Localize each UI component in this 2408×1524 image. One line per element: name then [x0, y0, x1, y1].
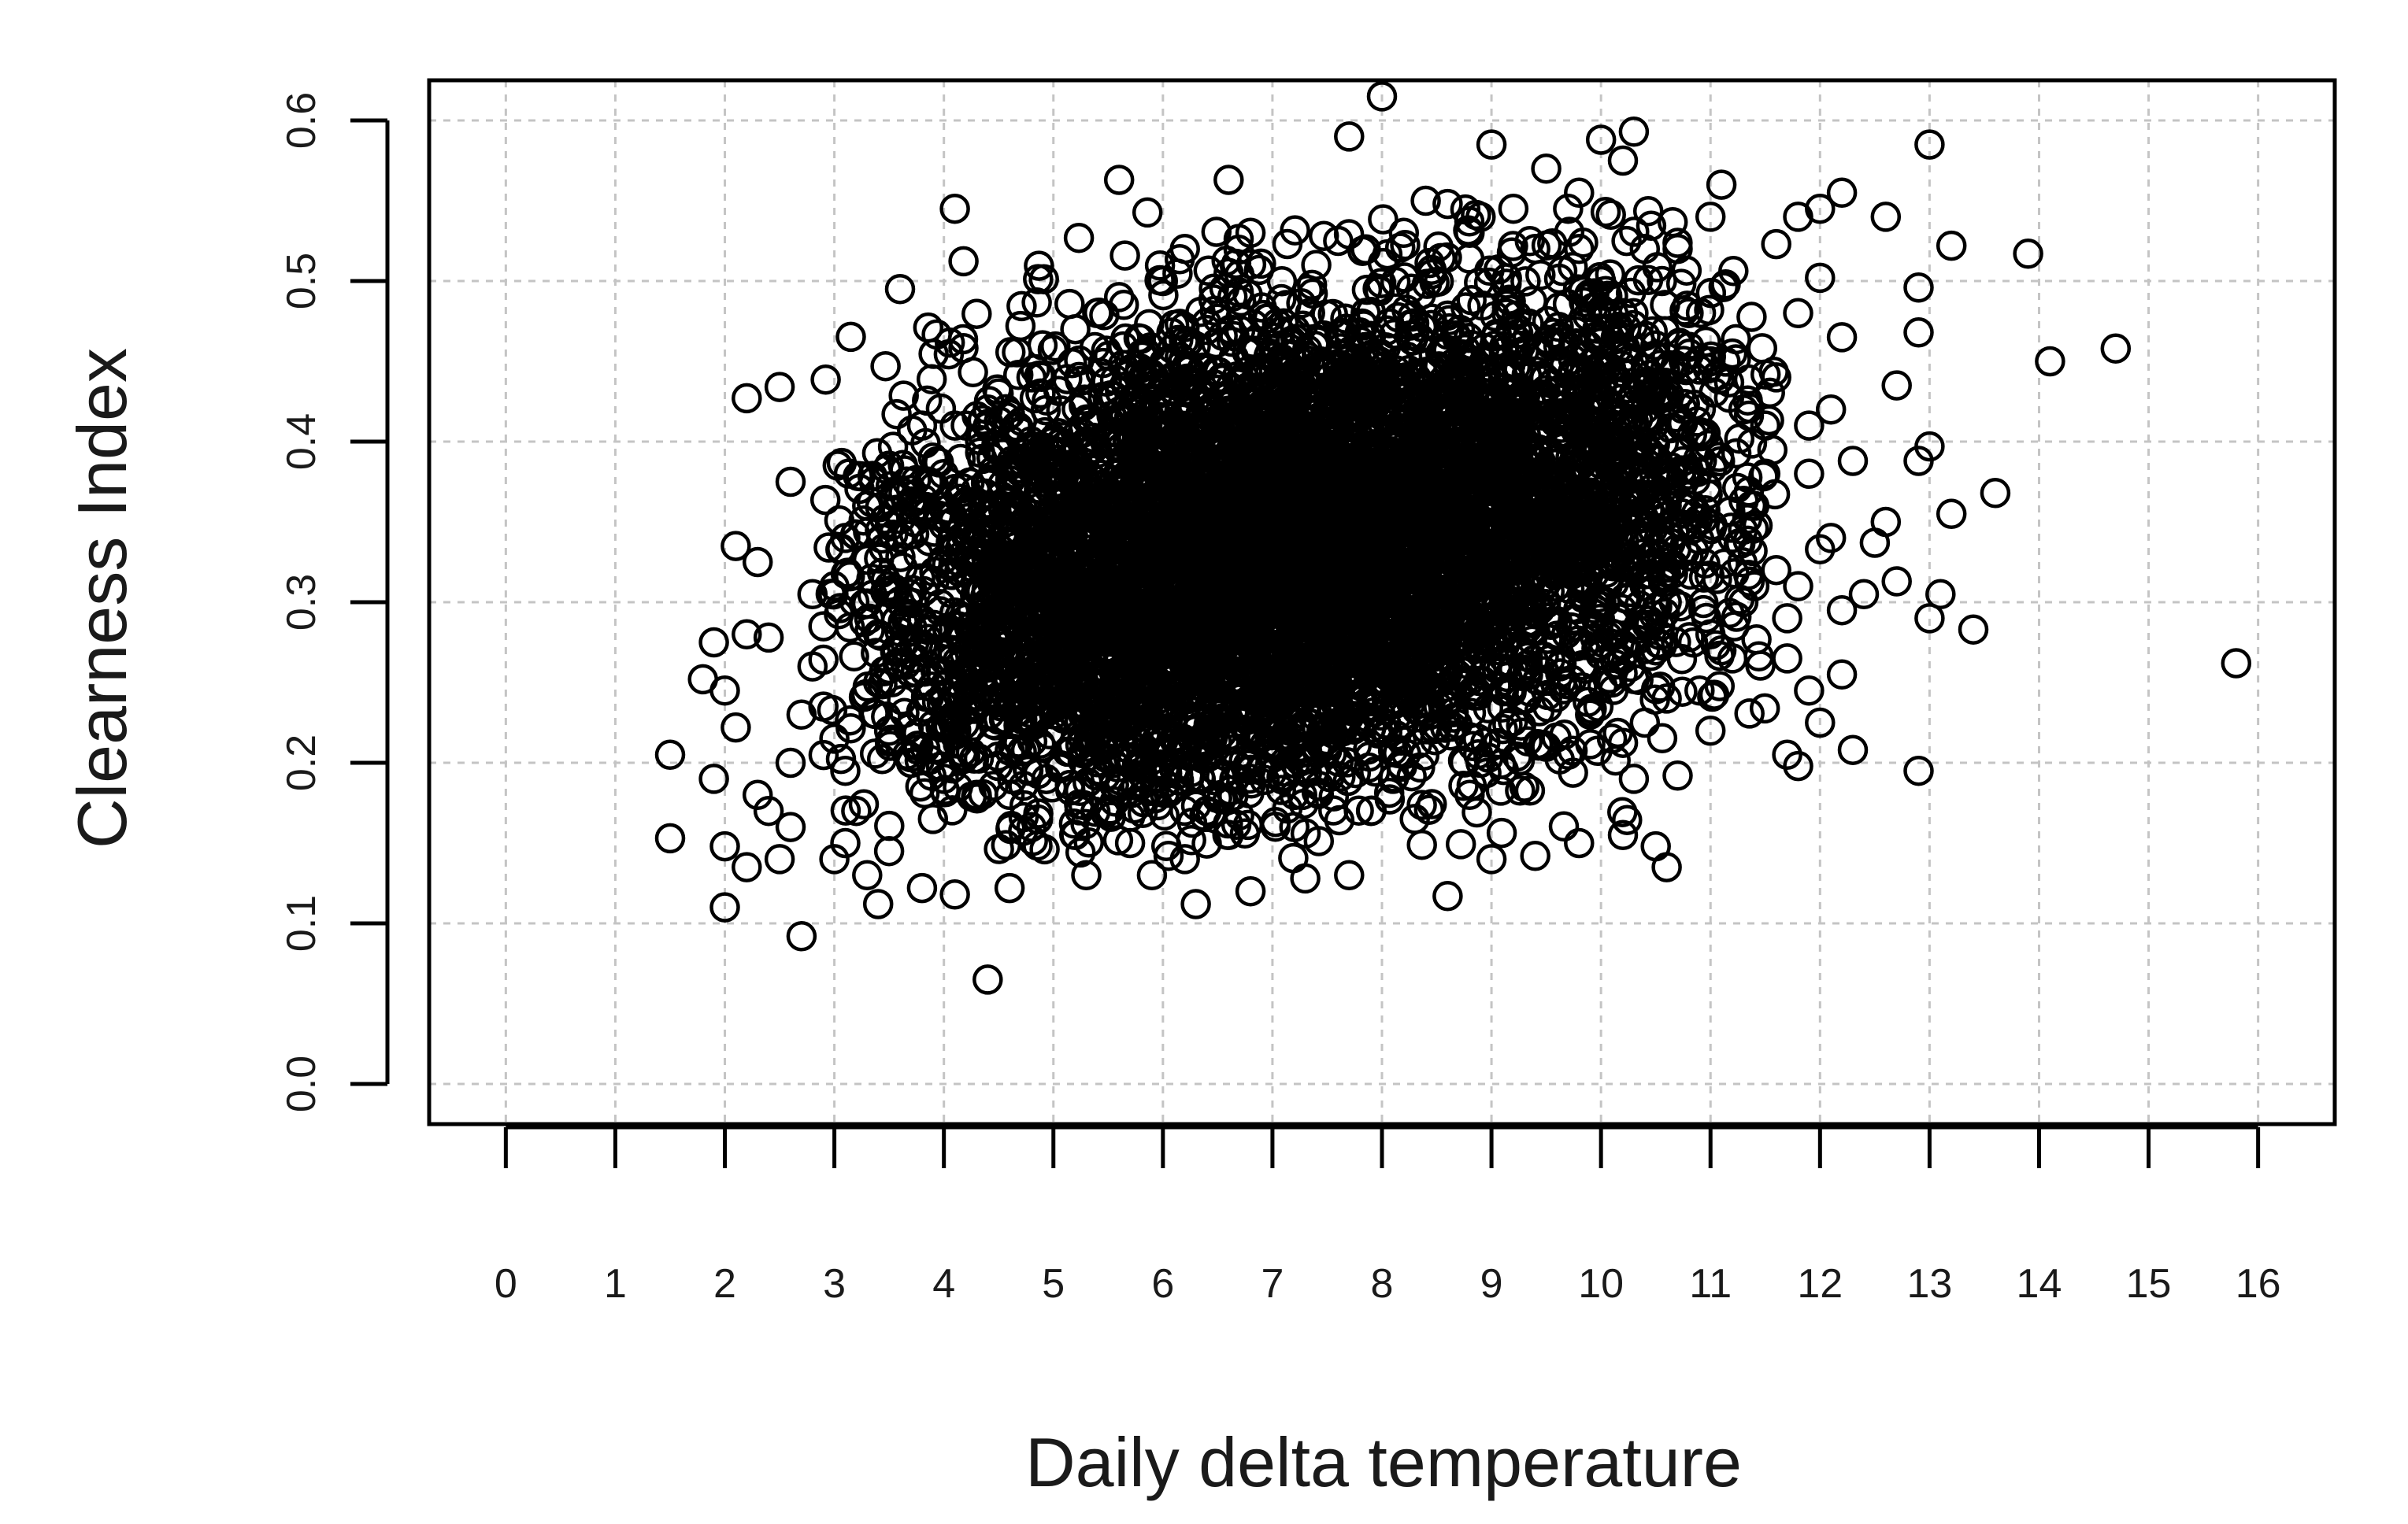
data-point	[1324, 805, 1355, 836]
data-point	[1602, 717, 1633, 749]
data-point	[1002, 359, 1034, 390]
data-point	[813, 532, 844, 563]
data-point	[1065, 837, 1096, 868]
data-points	[654, 81, 2252, 995]
data-point	[835, 321, 866, 353]
data-point	[1024, 250, 1054, 281]
data-point	[1332, 765, 1364, 797]
data-point	[1144, 250, 1176, 281]
data-point	[1688, 587, 1719, 619]
data-point	[1741, 624, 1772, 655]
data-point	[1351, 274, 1383, 305]
data-point	[1265, 775, 1297, 805]
data-point	[1063, 222, 1095, 253]
data-point	[870, 350, 901, 382]
grid-lines	[429, 80, 2335, 1124]
data-point	[1006, 290, 1037, 322]
data-point	[937, 795, 968, 826]
data-point	[1548, 811, 1580, 842]
data-point	[1005, 310, 1036, 342]
data-point	[810, 364, 841, 395]
data-point	[885, 542, 916, 572]
data-point	[961, 298, 992, 329]
data-point	[888, 380, 919, 411]
data-point	[1132, 197, 1163, 228]
data-point	[1677, 627, 1709, 658]
data-point	[839, 641, 869, 672]
data-point	[1647, 723, 1678, 754]
data-point	[1514, 775, 1546, 806]
data-point	[1040, 331, 1071, 362]
data-point	[1064, 361, 1095, 393]
